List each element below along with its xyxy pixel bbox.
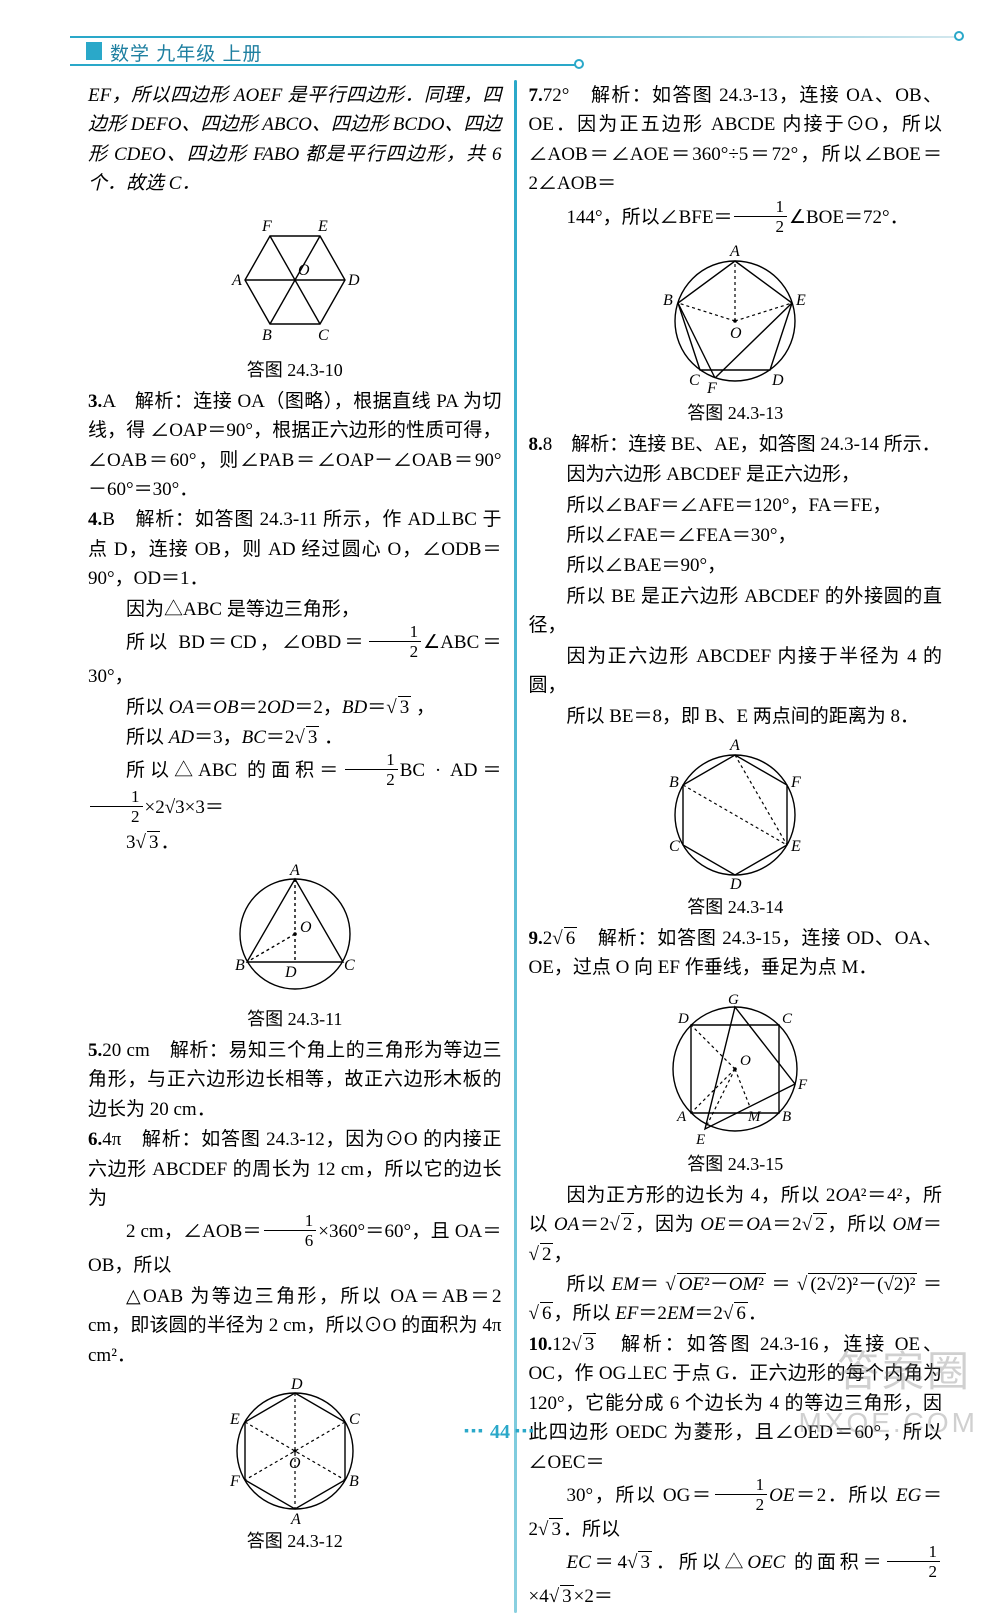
solution-text: 30°，所以 OG＝12OE＝2．所以 EG＝2√3．所以 [529, 1478, 943, 1544]
svg-text:A: A [729, 737, 740, 754]
svg-text:E: E [795, 292, 806, 309]
solution-text: 144°，所以∠BFE＝12∠BOE＝72°． [529, 200, 943, 237]
svg-text:E: E [790, 838, 801, 855]
svg-text:D: D [347, 272, 360, 289]
watermark: 答案圈 [837, 1339, 972, 1404]
svg-text:C: C [344, 957, 355, 974]
solution-text: EF，所以四边形 AOEF 是平行四边形．同理，四边形 DEFO、四边形 ABC… [88, 81, 502, 199]
svg-text:D: D [284, 964, 297, 981]
svg-text:C: C [782, 1011, 793, 1027]
svg-text:O: O [289, 1455, 301, 1472]
solution-text: △OAB 为等边三角形，所以 OA＝AB＝2 cm，即该圆的半径为 2 cm，所… [88, 1282, 502, 1370]
figure-caption: 答图 24.3-10 [88, 357, 502, 385]
svg-text:A: A [676, 1109, 687, 1125]
header-block [86, 42, 102, 60]
solution-text: 所以∠BAE＝90°， [529, 551, 943, 580]
svg-text:E: E [695, 1132, 705, 1148]
svg-text:O: O [300, 919, 312, 936]
left-column: EF，所以四边形 AOEF 是平行四边形．同理，四边形 DEFO、四边形 ABC… [80, 80, 510, 1613]
footer-decoration: ▪▪▪ [464, 1424, 485, 1439]
svg-text:F: F [706, 380, 717, 397]
header-rule-2 [70, 64, 580, 66]
svg-text:F: F [229, 1473, 240, 1490]
solution-text: 因为△ABC 是等边三角形， [88, 595, 502, 624]
svg-text:O: O [298, 262, 310, 279]
svg-text:F: F [261, 218, 272, 235]
solution-text: 2 cm，∠AOB＝16×360°＝60°，且 OA＝OB，所以 [88, 1214, 502, 1280]
svg-text:B: B [669, 774, 679, 791]
svg-text:D: D [677, 1011, 689, 1027]
figure-24-3-15: D G C F B E A M O 答图 24.3-15 [529, 989, 943, 1179]
footer-decoration: ▪▪▪ [515, 1424, 536, 1439]
page-header: 数学 九年级 上册 [0, 0, 1000, 80]
solution-6: 6.4π 解析：如答图 24.3-12，因为⊙O 的内接正六边形 ABCDEF … [88, 1125, 502, 1213]
solution-5: 5.20 cm 解析：易知三个角上的三角形为等边三角形，与正六边形边长相等，故正… [88, 1036, 502, 1124]
solution-text: 所以 AD＝3，BC＝2√3 ． [88, 723, 502, 752]
svg-text:A: A [289, 864, 300, 879]
solution-text: 所以 OA＝OB＝2OD＝2，BD＝√3 ， [88, 693, 502, 722]
solution-text: 所以△ABC 的面积＝12BC · AD＝12×2√3×3＝ [88, 753, 502, 827]
svg-text:A: A [729, 243, 740, 260]
solution-text: EC＝4√3．所以△OEC 的面积＝12×4√3×2＝ [529, 1545, 943, 1611]
svg-text:O: O [730, 325, 742, 342]
figure-24-3-12: FE DC BA O 答图 24.3-12 [88, 1376, 502, 1556]
figure-caption: 答图 24.3-11 [88, 1006, 502, 1034]
svg-text:C: C [318, 327, 329, 344]
svg-text:F: F [797, 1077, 808, 1093]
solution-text: 所以 BE＝8，即 B、E 两点间的距离为 8． [529, 702, 943, 731]
figure-caption: 答图 24.3-14 [529, 894, 943, 922]
header-dot-2 [574, 59, 584, 69]
figure-caption: 答图 24.3-15 [529, 1151, 943, 1179]
solution-9: 9.2√6 解析：如答图 24.3-15，连接 OD、OA、OE，过点 O 向 … [529, 924, 943, 983]
page-number: 44 [490, 1421, 510, 1443]
svg-text:B: B [782, 1109, 791, 1125]
solution-3: 3.A 解析：连接 OA（图略），根据直线 PA 为切线，得 ∠OAP＝90°，… [88, 387, 502, 505]
figure-24-3-14: A F E D C B 答图 24.3-14 [529, 737, 943, 922]
svg-text:C: C [689, 372, 700, 389]
solution-text: 因为正方形的边长为 4，所以 2OA²＝4²，所以 OA＝2√2，因为 OE＝O… [529, 1181, 943, 1269]
svg-text:G: G [728, 992, 739, 1008]
header-dot [954, 31, 964, 41]
solution-8: 8.8 解析：连接 BE、AE，如答图 24.3-14 所示． [529, 430, 943, 459]
svg-text:D: D [771, 372, 784, 389]
figure-24-3-13: A E D C B F O 答图 24.3-13 [529, 243, 943, 428]
svg-text:A: A [231, 272, 242, 289]
svg-text:B: B [663, 292, 673, 309]
solution-4: 4.B 解析：如答图 24.3-11 所示，作 AD⊥BC 于点 D，连接 OB… [88, 505, 502, 593]
figure-caption: 答图 24.3-12 [88, 1528, 502, 1556]
svg-text:O: O [740, 1053, 751, 1069]
solution-text: 所以 EM＝ √OE²－OM² ＝ √(2√2)²－(√2)² ＝√6，所以 E… [529, 1270, 943, 1329]
header-rule [70, 36, 960, 38]
solution-text: 3√3． [88, 828, 502, 857]
svg-text:E: E [317, 218, 328, 235]
solution-text: 所以 BD＝CD，∠OBD＝12∠ABC＝30°， [88, 625, 502, 691]
svg-text:M: M [747, 1109, 762, 1125]
svg-text:B: B [262, 327, 272, 344]
solution-text: 因为正六边形 ABCDEF 内接于半径为 4 的圆， [529, 642, 943, 701]
svg-text:A: A [290, 1511, 301, 1526]
solution-text: 所以 BE 是正六边形 ABCDEF 的外接圆的直径， [529, 582, 943, 641]
solution-text: 所以∠BAF＝∠AFE＝120°，FA＝FE， [529, 491, 943, 520]
svg-text:D: D [290, 1376, 303, 1393]
svg-text:B: B [235, 957, 245, 974]
svg-text:B: B [349, 1473, 359, 1490]
svg-text:F: F [790, 774, 801, 791]
svg-text:D: D [729, 876, 742, 892]
figure-24-3-11: A B C D O 答图 24.3-11 [88, 864, 502, 1034]
solution-text: 所以∠FAE＝∠FEA＝30°， [529, 521, 943, 550]
svg-text:C: C [669, 838, 680, 855]
watermark-url: MXQE.COM [798, 1401, 978, 1444]
figure-24-3-10: A F E D C B O 答图 24.3-10 [88, 205, 502, 385]
column-divider [514, 80, 517, 1613]
solution-text: 因为六边形 ABCDEF 是正六边形， [529, 460, 943, 489]
figure-caption: 答图 24.3-13 [529, 400, 943, 428]
solution-7: 7.72° 解析：如答图 24.3-13，连接 OA、OB、OE．因为正五边形 … [529, 81, 943, 199]
